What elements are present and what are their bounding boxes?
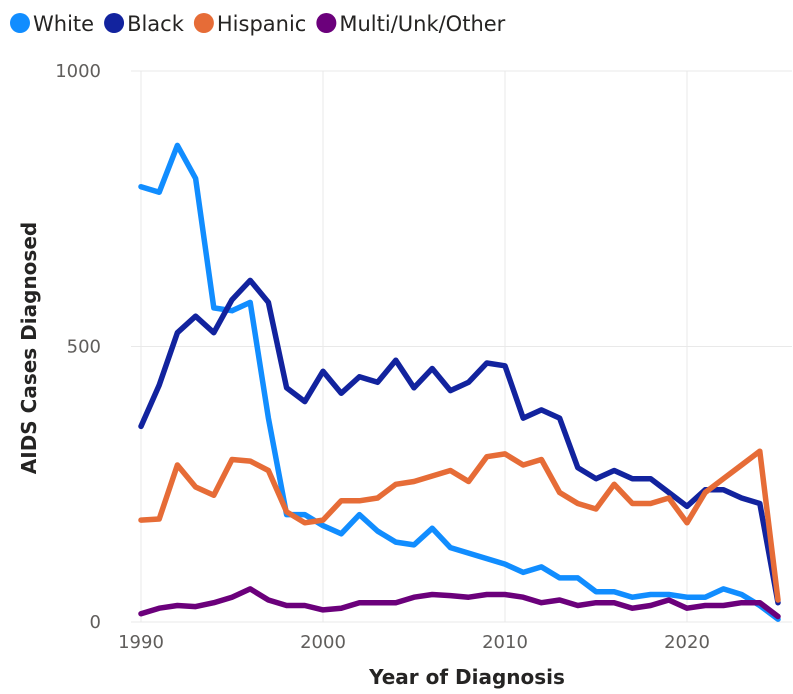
series-line-black — [138, 277, 781, 606]
series-lines — [138, 142, 781, 622]
x-tick-label: 2000 — [300, 632, 346, 653]
legend-label: Black — [127, 12, 185, 36]
y-tick-label: 500 — [67, 337, 101, 358]
legend-label: White — [33, 12, 94, 36]
legend: White Black Hispanic Multi/Unk/Other — [10, 12, 506, 36]
legend-label: Hispanic — [217, 12, 306, 36]
series-line-multi-unk-other — [138, 586, 781, 620]
gridlines — [131, 70, 792, 623]
x-axis-ticks: 1990 2000 2010 2020 — [118, 632, 710, 653]
legend-item: Black — [104, 12, 185, 36]
x-tick-label: 2010 — [482, 632, 528, 653]
y-axis-ticks: 0 500 1000 — [55, 61, 101, 633]
legend-marker — [193, 13, 214, 33]
series-line-hispanic — [138, 448, 781, 603]
legend-item: Hispanic — [193, 12, 306, 36]
legend-label: Multi/Unk/Other — [339, 12, 505, 36]
x-axis-title: Year of Diagnosis — [368, 665, 565, 689]
y-tick-label: 1000 — [55, 61, 101, 82]
series-line-white — [138, 142, 781, 622]
y-axis-title: AIDS Cases Diagnosed — [17, 222, 41, 474]
legend-marker — [104, 13, 125, 33]
legend-marker — [10, 13, 30, 33]
legend-marker — [316, 13, 337, 33]
y-tick-label: 0 — [90, 612, 101, 633]
x-tick-label: 2020 — [664, 632, 710, 653]
x-tick-label: 1990 — [118, 632, 164, 653]
legend-item: Multi/Unk/Other — [316, 12, 506, 36]
legend-item: White — [10, 12, 94, 36]
